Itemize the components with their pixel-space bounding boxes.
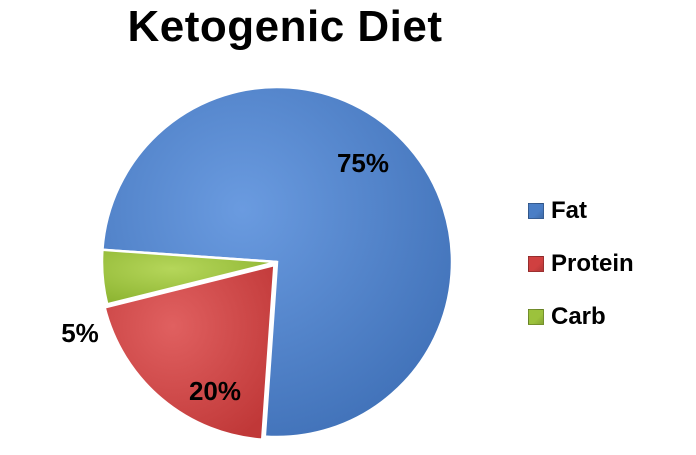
pie-slice-carb xyxy=(100,248,278,306)
pie-slice-protein xyxy=(103,263,276,441)
data-label-protein: 20% xyxy=(189,376,241,406)
legend: Fat Protein Carb xyxy=(528,197,634,357)
legend-swatch-fat xyxy=(528,203,544,219)
legend-label-carb: Carb xyxy=(551,303,606,330)
legend-item-fat: Fat xyxy=(528,197,634,224)
chart-title: Ketogenic Diet xyxy=(127,2,443,51)
data-label-carb: 5% xyxy=(61,318,99,348)
pie-slice-fat xyxy=(101,85,454,439)
legend-swatch-carb xyxy=(528,309,544,325)
legend-item-protein: Protein xyxy=(528,250,634,277)
legend-label-protein: Protein xyxy=(551,250,634,277)
legend-label-fat: Fat xyxy=(551,197,587,224)
legend-item-carb: Carb xyxy=(528,303,634,330)
legend-swatch-protein xyxy=(528,256,544,272)
data-label-fat: 75% xyxy=(337,148,389,178)
